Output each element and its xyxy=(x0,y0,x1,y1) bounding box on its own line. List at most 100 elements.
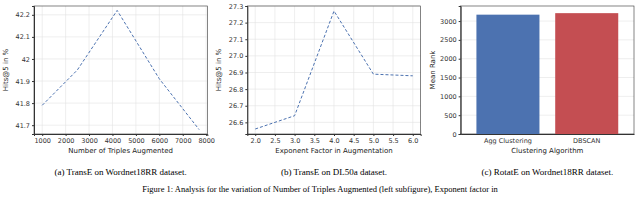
tick-label: 26.6 xyxy=(229,119,243,127)
tick-label: 6000 xyxy=(152,137,169,145)
tick-label: 7000 xyxy=(175,137,192,145)
tick-mark xyxy=(459,59,461,60)
tick-label: 26.7 xyxy=(229,102,243,110)
tick: 8000 xyxy=(198,134,215,145)
tick-label: 2.5 xyxy=(270,137,280,145)
tick: 41.8 xyxy=(16,100,34,108)
tick: 27.0 xyxy=(229,52,247,60)
tick-label: 42.1 xyxy=(16,33,30,41)
line xyxy=(255,11,413,129)
plot: 41.741.841.94242.142.2100020003000400050… xyxy=(2,6,215,155)
grid-line xyxy=(42,6,43,134)
tick-mark xyxy=(459,134,461,135)
tick-label: 41.7 xyxy=(16,122,30,130)
tick-label: 27.2 xyxy=(229,19,243,27)
tick: 27.1 xyxy=(229,36,247,44)
grid-line xyxy=(34,58,207,59)
tick-label: 27.0 xyxy=(229,52,243,60)
y-axis: 26.6 26.7 26.8 26.9 27.0 27.1 27.2 27.3 xyxy=(229,3,248,135)
tick-label: 27.1 xyxy=(229,36,243,44)
grid-line xyxy=(334,6,335,134)
tick-label: 2000 xyxy=(58,137,75,145)
tick: 4.0 xyxy=(329,134,339,145)
tick: 41.7 xyxy=(16,122,34,130)
tick: 1500 xyxy=(440,74,461,82)
tick: 4000 xyxy=(105,134,122,145)
plot: 050010001500200025003000Agg ClusteringDB… xyxy=(429,6,635,155)
tick-mark xyxy=(245,6,247,7)
grid-line xyxy=(353,6,354,134)
grid-line xyxy=(34,125,207,126)
tick: 42.2 xyxy=(16,11,34,19)
grid-line xyxy=(206,6,207,134)
tick-mark xyxy=(32,15,34,16)
tick: 2000 xyxy=(58,134,75,145)
tick: 26.9 xyxy=(229,69,247,77)
axis-line xyxy=(461,134,634,135)
tick: 4.5 xyxy=(349,134,359,145)
axis-line xyxy=(245,7,248,135)
tick-label: 4000 xyxy=(105,137,122,145)
tick: 26.6 xyxy=(229,119,247,127)
tick-mark xyxy=(245,89,247,90)
frame xyxy=(461,6,634,134)
grid-line xyxy=(255,6,256,134)
subcaption: (b) TransE on DL50a dataset. xyxy=(281,167,387,177)
marks xyxy=(476,13,618,134)
tick-label: 4.5 xyxy=(349,137,359,145)
tick-label: 4.0 xyxy=(329,137,339,145)
tick-mark xyxy=(245,72,247,73)
tick: 6.0 xyxy=(408,134,418,145)
panel: 41.741.841.94242.142.2100020003000400050… xyxy=(2,6,215,177)
tick: DBSCAN xyxy=(573,134,600,145)
tick-label: 2500 xyxy=(440,36,457,44)
tick-label: 42.2 xyxy=(16,11,30,19)
subcaption: (c) RotatE on Wordnet18RR dataset. xyxy=(481,167,613,177)
grid-line xyxy=(65,6,66,134)
tick-label: 2000 xyxy=(440,55,457,63)
tick: 42.1 xyxy=(16,33,34,41)
panel: 26.6 26.7 26.8 26.9 27.0 27.1 27.2 27.3 2.0 2.5 3.… xyxy=(215,3,421,177)
bar xyxy=(476,15,539,134)
grid xyxy=(247,6,420,134)
tick-label: 5.0 xyxy=(369,137,379,145)
tick: 26.8 xyxy=(229,86,247,94)
tick: 2.0 xyxy=(251,134,261,145)
tick: 1000 xyxy=(34,134,51,145)
x-title: Number of Triples Augmented xyxy=(68,147,173,155)
tick-label: 26.9 xyxy=(229,69,243,77)
bar xyxy=(555,13,618,134)
grid-line xyxy=(182,6,183,134)
tick: 0 xyxy=(453,131,461,139)
tick-label: Agg Clustering xyxy=(484,137,532,145)
grid-line xyxy=(135,6,136,134)
tick-mark xyxy=(245,106,247,107)
panel: 050010001500200025003000Agg ClusteringDB… xyxy=(429,6,635,177)
tick-mark xyxy=(245,122,247,123)
tick-mark xyxy=(32,125,34,126)
y-title: Mean Rank xyxy=(429,50,437,90)
tick: 5.0 xyxy=(369,134,379,145)
figure: 41.741.841.94242.142.2100020003000400050… xyxy=(0,0,640,200)
grid-line xyxy=(314,6,315,134)
y-title: Hits@5 in % xyxy=(215,48,223,91)
tick-label: 27.3 xyxy=(229,3,243,11)
tick-label: 8000 xyxy=(198,137,215,145)
tick-mark xyxy=(245,56,247,57)
figure-caption: Figure 1: Analysis for the variation of … xyxy=(142,184,498,194)
grid-line xyxy=(159,6,160,134)
tick: 3000 xyxy=(440,18,461,26)
tick-label: 0 xyxy=(453,131,457,139)
tick: 2.5 xyxy=(270,134,280,145)
tick: 2000 xyxy=(440,55,461,63)
grid-line xyxy=(34,103,207,104)
frame xyxy=(34,6,207,134)
tick: 27.3 xyxy=(229,3,247,11)
tick-label: 5000 xyxy=(128,137,145,145)
marks xyxy=(255,11,413,129)
tick-mark xyxy=(32,59,34,60)
tick-mark xyxy=(459,21,461,22)
frame xyxy=(247,6,420,134)
tick-mark xyxy=(32,81,34,82)
tick-label: 3.0 xyxy=(290,137,300,145)
